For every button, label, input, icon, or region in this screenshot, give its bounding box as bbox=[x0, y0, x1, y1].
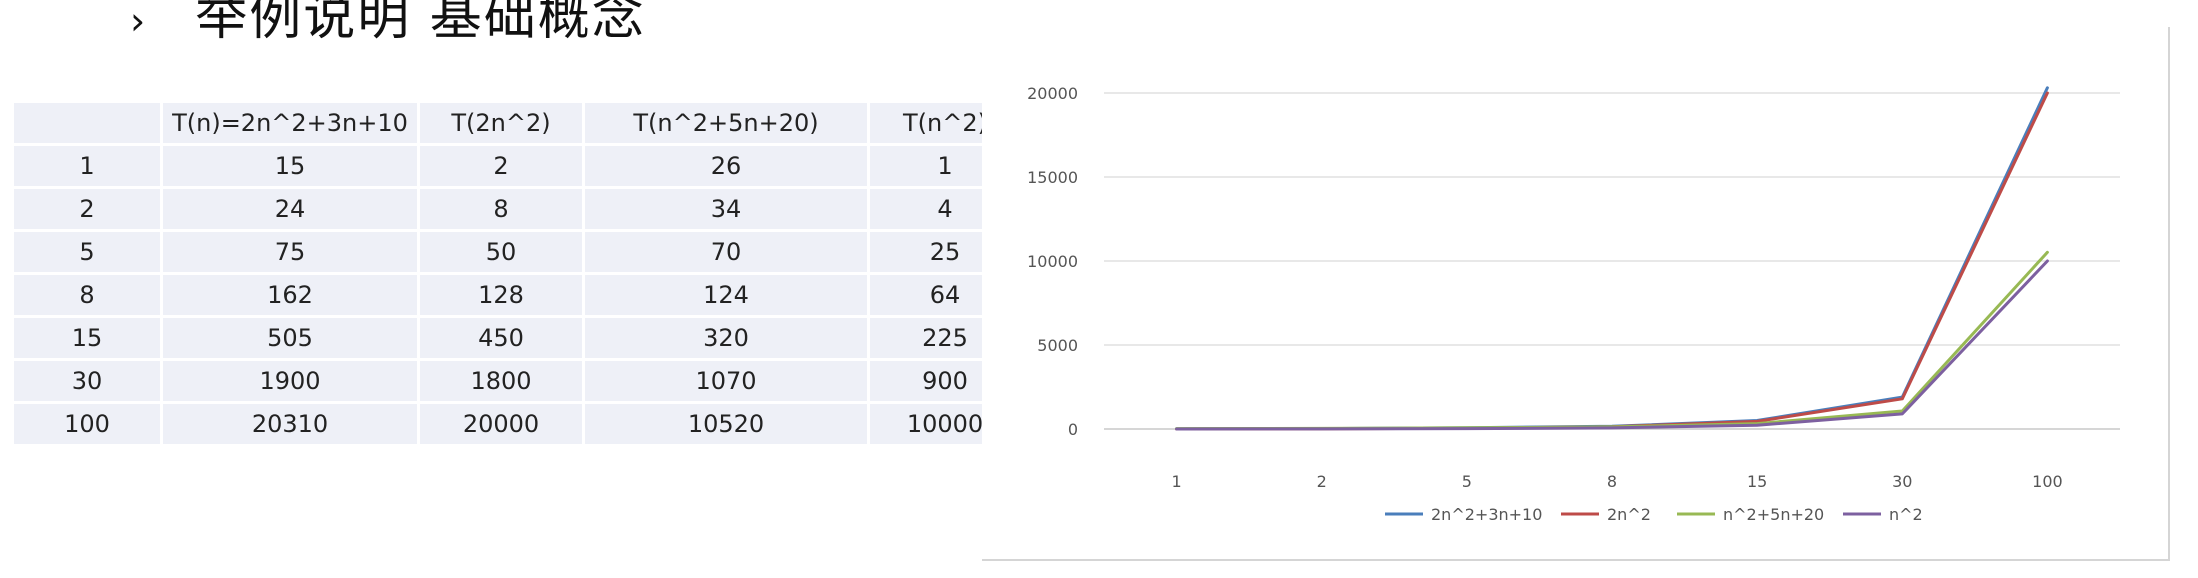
header-cell: T(2n^2) bbox=[420, 103, 585, 143]
line-chart: 0 5000 10000 15000 20000 1 2 5 8 15 30 100 2n^2+3n+1… bbox=[982, 27, 2170, 561]
table-cell: 1800 bbox=[420, 361, 585, 401]
table-header-row: T(n)=2n^2+3n+10 T(2n^2) T(n^2+5n+20) T(n… bbox=[14, 103, 1020, 143]
series-line bbox=[1177, 88, 2048, 429]
legend-label: 2n^2 bbox=[1607, 505, 1651, 524]
x-tick-label: 15 bbox=[1747, 472, 1767, 491]
legend-label: n^2 bbox=[1889, 505, 1923, 524]
header-cell: T(n^2+5n+20) bbox=[585, 103, 870, 143]
x-tick-label: 8 bbox=[1607, 472, 1617, 491]
table-cell: 162 bbox=[163, 275, 420, 315]
table-cell: 30 bbox=[14, 361, 163, 401]
data-table-container: T(n)=2n^2+3n+10 T(2n^2) T(n^2+5n+20) T(n… bbox=[14, 100, 1020, 447]
table-cell: 24 bbox=[163, 189, 420, 229]
x-tick-label: 5 bbox=[1462, 472, 1472, 491]
table-cell: 34 bbox=[585, 189, 870, 229]
table-row: 2 24 8 34 4 bbox=[14, 189, 1020, 229]
legend-label: n^2+5n+20 bbox=[1723, 505, 1824, 524]
table-cell: 50 bbox=[420, 232, 585, 272]
table-cell: 320 bbox=[585, 318, 870, 358]
complexity-table: T(n)=2n^2+3n+10 T(2n^2) T(n^2+5n+20) T(n… bbox=[14, 100, 1020, 447]
table-row: 5 75 50 70 25 bbox=[14, 232, 1020, 272]
x-tick-label: 2 bbox=[1317, 472, 1327, 491]
table-cell: 20000 bbox=[420, 404, 585, 444]
table-cell: 15 bbox=[14, 318, 163, 358]
table-row: 1 15 2 26 1 bbox=[14, 146, 1020, 186]
y-tick-label: 0 bbox=[1068, 420, 1078, 439]
table-row: 15 505 450 320 225 bbox=[14, 318, 1020, 358]
series-line bbox=[1177, 252, 2048, 428]
table-cell: 1900 bbox=[163, 361, 420, 401]
bullet-glyph: › bbox=[130, 0, 147, 43]
table-cell: 450 bbox=[420, 318, 585, 358]
table-cell: 8 bbox=[14, 275, 163, 315]
table-cell: 5 bbox=[14, 232, 163, 272]
slide-heading: › 举例说明 基础概念 bbox=[130, 0, 646, 49]
table-cell: 2 bbox=[14, 189, 163, 229]
table-cell: 128 bbox=[420, 275, 585, 315]
table-cell: 20310 bbox=[163, 404, 420, 444]
table-row: 100 20310 20000 10520 10000 bbox=[14, 404, 1020, 444]
chart-canvas: 0 5000 10000 15000 20000 1 2 5 8 15 30 100 2n^2+3n+1… bbox=[982, 27, 2168, 559]
legend-label: 2n^2+3n+10 bbox=[1431, 505, 1542, 524]
y-tick-label: 10000 bbox=[1027, 252, 1078, 271]
table-cell: 26 bbox=[585, 146, 870, 186]
header-cell bbox=[14, 103, 163, 143]
table-cell: 1070 bbox=[585, 361, 870, 401]
heading-text: 举例说明 基础概念 bbox=[195, 0, 646, 47]
table-cell: 2 bbox=[420, 146, 585, 186]
header-cell: T(n)=2n^2+3n+10 bbox=[163, 103, 420, 143]
table-cell: 75 bbox=[163, 232, 420, 272]
x-tick-label: 100 bbox=[2032, 472, 2063, 491]
x-tick-label: 1 bbox=[1171, 472, 1181, 491]
table-cell: 505 bbox=[163, 318, 420, 358]
x-tick-label: 30 bbox=[1892, 472, 1912, 491]
y-tick-label: 20000 bbox=[1027, 84, 1078, 103]
y-tick-label: 15000 bbox=[1027, 168, 1078, 187]
table-cell: 15 bbox=[163, 146, 420, 186]
table-cell: 70 bbox=[585, 232, 870, 272]
table-cell: 8 bbox=[420, 189, 585, 229]
table-row: 30 1900 1800 1070 900 bbox=[14, 361, 1020, 401]
table-cell: 1 bbox=[14, 146, 163, 186]
table-row: 8 162 128 124 64 bbox=[14, 275, 1020, 315]
table-cell: 100 bbox=[14, 404, 163, 444]
table-cell: 10520 bbox=[585, 404, 870, 444]
y-tick-label: 5000 bbox=[1037, 336, 1078, 355]
table-cell: 124 bbox=[585, 275, 870, 315]
